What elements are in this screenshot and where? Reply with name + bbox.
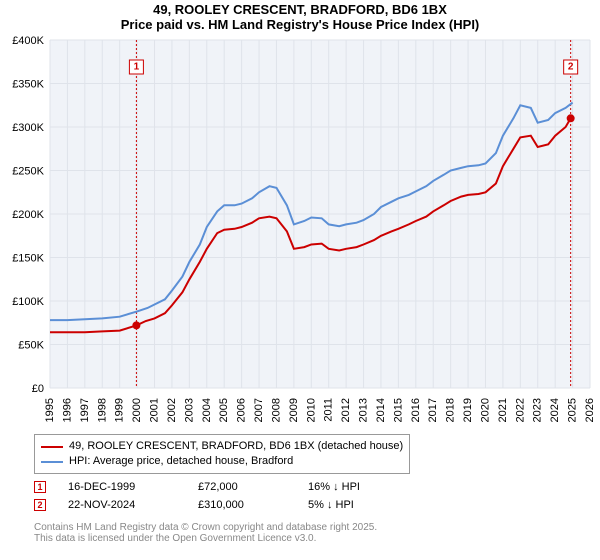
y-tick-label: £350K: [12, 79, 44, 91]
y-tick-label: £400K: [12, 35, 44, 47]
x-tick-label: 2025: [567, 398, 579, 422]
marker-number: 1: [134, 62, 140, 73]
x-tick-label: 2012: [340, 398, 352, 422]
x-tick-label: 2002: [166, 398, 178, 422]
x-tick-label: 2026: [584, 398, 596, 422]
row-price: £310,000: [198, 499, 308, 511]
x-tick-label: 2021: [497, 398, 509, 422]
x-tick-label: 1998: [96, 398, 108, 422]
row-price: £72,000: [198, 481, 308, 493]
legend-swatch: [41, 446, 63, 448]
x-tick-label: 2020: [479, 398, 491, 422]
marker-dot: [567, 114, 575, 122]
footer: Contains HM Land Registry data © Crown c…: [34, 522, 377, 544]
x-tick-label: 2005: [218, 398, 230, 422]
transaction-table: 1 16-DEC-1999£72,00016% ↓ HPI 2 22-NOV-2024…: [34, 478, 428, 514]
y-tick-label: £250K: [12, 166, 44, 178]
x-tick-label: 2024: [549, 398, 561, 422]
row-date: 22-NOV-2024: [68, 499, 198, 511]
row-date: 16-DEC-1999: [68, 481, 198, 493]
row-marker: 1: [34, 481, 46, 493]
x-tick-label: 2014: [375, 398, 387, 422]
x-tick-label: 2011: [323, 398, 335, 422]
x-tick-label: 2009: [288, 398, 300, 422]
y-tick-label: £300K: [12, 122, 44, 134]
row-marker: 2: [34, 499, 46, 511]
row-pct: 5% ↓ HPI: [308, 499, 428, 511]
x-tick-label: 2023: [532, 398, 544, 422]
x-tick-label: 1996: [61, 398, 73, 422]
x-tick-label: 2022: [514, 398, 526, 422]
legend: 49, ROOLEY CRESCENT, BRADFORD, BD6 1BX (…: [34, 434, 410, 474]
x-tick-label: 2018: [445, 398, 457, 422]
x-tick-label: 2013: [358, 398, 370, 422]
y-tick-label: £150K: [12, 253, 44, 265]
y-tick-label: £100K: [12, 296, 44, 308]
transaction-row: 1 16-DEC-1999£72,00016% ↓ HPI: [34, 478, 428, 496]
x-tick-label: 1999: [114, 398, 126, 422]
y-tick-label: £50K: [18, 340, 44, 352]
x-tick-label: 2019: [462, 398, 474, 422]
x-tick-label: 1995: [44, 398, 56, 422]
x-tick-label: 2017: [427, 398, 439, 422]
footer-line1: Contains HM Land Registry data © Crown c…: [34, 522, 377, 533]
legend-label: HPI: Average price, detached house, Brad…: [69, 454, 293, 469]
legend-swatch: [41, 461, 63, 463]
footer-line2: This data is licensed under the Open Gov…: [34, 533, 377, 544]
x-tick-label: 2016: [410, 398, 422, 422]
marker-number: 2: [568, 62, 574, 73]
x-tick-label: 2003: [183, 398, 195, 422]
price-chart: £0 £50K £100K £150K £200K £250K £300K £350K £400…: [0, 0, 600, 430]
x-tick-label: 2000: [131, 398, 143, 422]
x-tick-label: 2006: [236, 398, 248, 422]
x-tick-label: 2010: [305, 398, 317, 422]
marker-dot: [132, 321, 140, 329]
x-tick-label: 1997: [79, 398, 91, 422]
x-tick-label: 2001: [149, 398, 161, 422]
x-tick-label: 2008: [270, 398, 282, 422]
y-tick-label: £200K: [12, 209, 44, 221]
x-tick-label: 2015: [392, 398, 404, 422]
y-tick-label: £0: [32, 383, 44, 395]
legend-row: 49, ROOLEY CRESCENT, BRADFORD, BD6 1BX (…: [41, 439, 403, 454]
transaction-row: 2 22-NOV-2024£310,0005% ↓ HPI: [34, 496, 428, 514]
legend-label: 49, ROOLEY CRESCENT, BRADFORD, BD6 1BX (…: [69, 439, 403, 454]
x-tick-label: 2007: [253, 398, 265, 422]
legend-row: HPI: Average price, detached house, Brad…: [41, 454, 403, 469]
row-pct: 16% ↓ HPI: [308, 481, 428, 493]
x-tick-label: 2004: [201, 398, 213, 422]
